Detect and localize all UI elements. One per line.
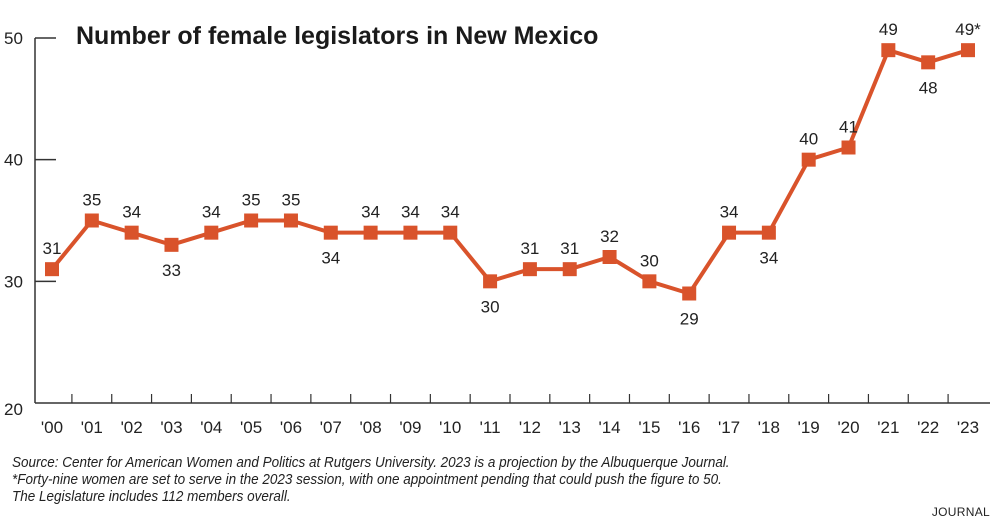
data-point (562, 262, 577, 277)
y-tick-label: 20 (4, 400, 23, 419)
data-point (841, 140, 856, 155)
x-tick-label: '12 (519, 418, 541, 437)
data-label: 34 (441, 203, 460, 222)
data-label: 40 (799, 130, 818, 149)
data-point (761, 225, 776, 240)
y-tick-label: 40 (4, 151, 23, 170)
x-tick-label: '10 (439, 418, 461, 437)
x-tick-label: '03 (160, 418, 182, 437)
footnotes: Source: Center for American Women and Po… (12, 455, 730, 506)
data-label: 49 (879, 20, 898, 39)
data-label: 31 (43, 239, 62, 258)
data-point (961, 43, 975, 58)
x-tick-label: '22 (917, 418, 939, 437)
x-tick-label: '15 (638, 418, 660, 437)
data-point (164, 237, 179, 252)
data-label: 29 (680, 310, 699, 329)
data-label: 35 (242, 191, 261, 210)
data-point (483, 274, 498, 289)
y-tick-label: 50 (4, 29, 23, 48)
data-point (283, 213, 298, 228)
data-point (443, 225, 458, 240)
data-label: 35 (82, 191, 101, 210)
data-label: 31 (520, 239, 539, 258)
data-label: 49* (955, 20, 981, 39)
data-label: 34 (361, 203, 380, 222)
y-tick-label: 30 (4, 272, 23, 291)
data-label: 34 (401, 203, 420, 222)
data-label: 41 (839, 118, 858, 137)
data-label: 33 (162, 261, 181, 280)
x-tick-label: '13 (559, 418, 581, 437)
data-point (244, 213, 259, 228)
series-line (50, 48, 969, 296)
x-tick-label: '19 (798, 418, 820, 437)
x-tick-label: '16 (678, 418, 700, 437)
data-point (323, 225, 338, 240)
x-tick-label: '00 (41, 418, 63, 437)
x-tick-label: '20 (837, 418, 859, 437)
data-point (84, 213, 99, 228)
x-tick-label: '18 (758, 418, 780, 437)
data-label: 34 (720, 203, 739, 222)
data-label: 31 (560, 239, 579, 258)
x-tick-label: '05 (240, 418, 262, 437)
x-tick-label: '17 (718, 418, 740, 437)
data-label: 34 (202, 203, 221, 222)
data-point (881, 43, 896, 58)
data-label: 35 (281, 191, 300, 210)
data-point (801, 152, 816, 167)
x-tick-label: '09 (399, 418, 421, 437)
x-tick-label: '06 (280, 418, 302, 437)
data-label: 32 (600, 227, 619, 246)
data-point (204, 225, 219, 240)
x-tick-label: '23 (957, 418, 979, 437)
data-label: 30 (640, 251, 659, 270)
x-tick-label: '11 (480, 418, 501, 437)
data-point (403, 225, 418, 240)
members-note: The Legislature includes 112 members ove… (12, 489, 291, 505)
data-point (722, 225, 737, 240)
x-tick-label: '02 (121, 418, 143, 437)
data-point (363, 225, 378, 240)
data-point (682, 286, 697, 301)
data-point (921, 55, 936, 70)
x-tick-label: '01 (81, 418, 103, 437)
x-tick-label: '08 (360, 418, 382, 437)
data-label: 30 (481, 297, 500, 316)
journal-credit: JOURNAL (931, 505, 990, 519)
x-tick-label: '14 (598, 418, 620, 437)
chart-title: Number of female legislators in New Mexi… (76, 22, 598, 50)
asterisk-note: *Forty-nine women are set to serve in th… (12, 472, 722, 488)
x-tick-label: '07 (320, 418, 342, 437)
data-point (124, 225, 139, 240)
x-tick-label: '21 (877, 418, 899, 437)
data-label: 48 (919, 78, 938, 97)
x-tick-label: '04 (200, 418, 222, 437)
source-note: Source: Center for American Women and Po… (12, 455, 730, 471)
data-point (642, 274, 657, 289)
data-label: 34 (321, 249, 340, 268)
data-point (522, 262, 537, 277)
data-label: 34 (759, 249, 778, 268)
data-label: 34 (122, 203, 141, 222)
data-point (45, 262, 59, 277)
data-point (602, 250, 617, 264)
